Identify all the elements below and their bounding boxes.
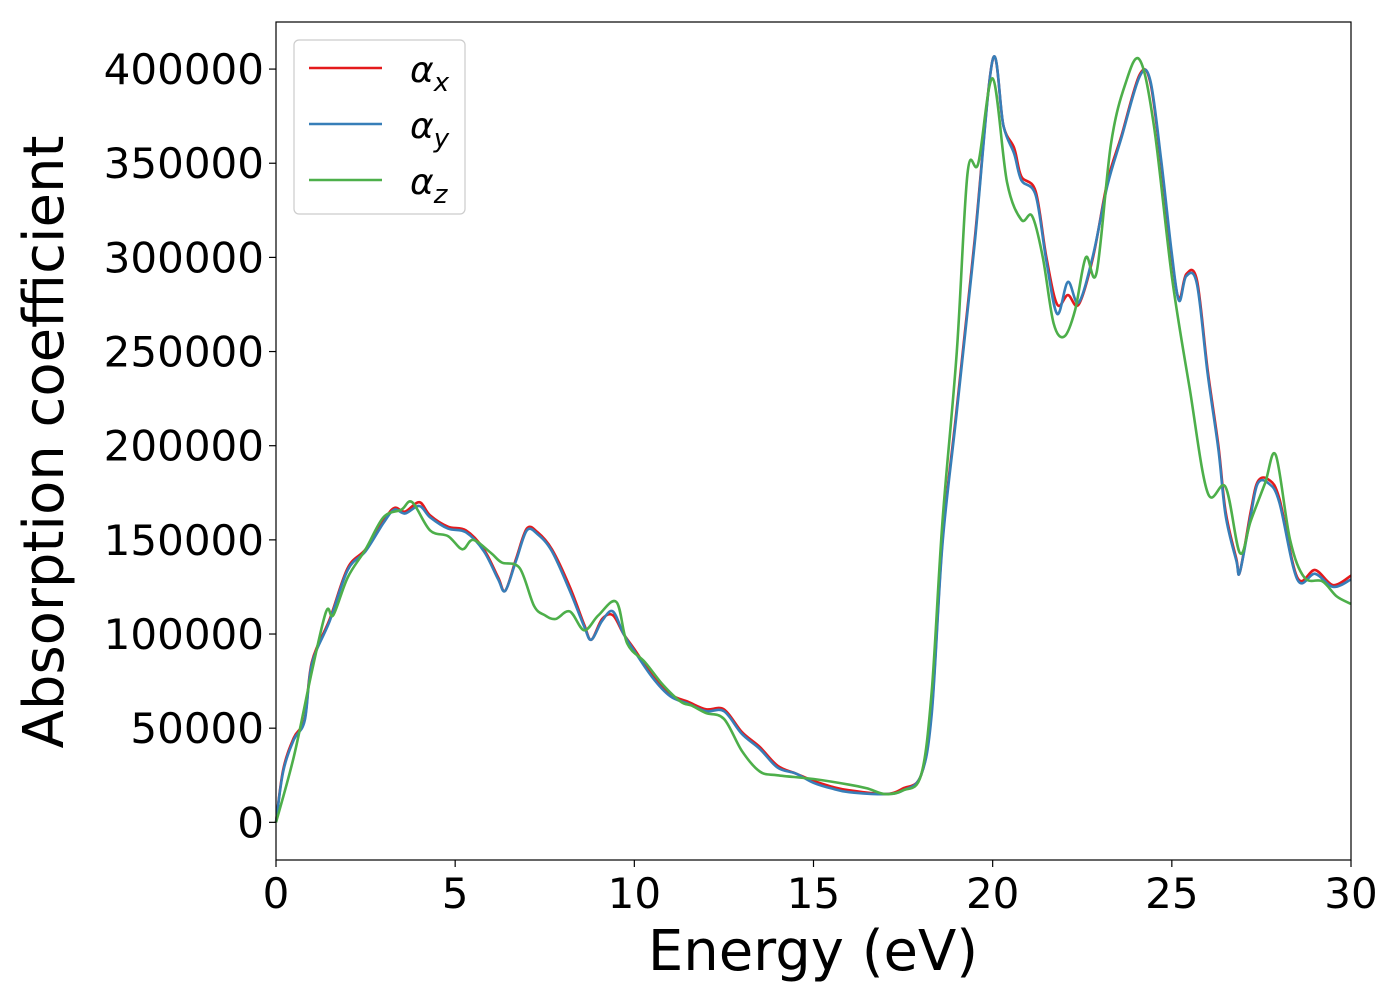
legend-label: αx	[410, 50, 450, 98]
x-tick-label: 10	[608, 869, 661, 918]
series-layer	[274, 55, 1352, 823]
x-axis-ticks: 0 5 10 15 20 25 30	[263, 860, 1378, 918]
legend-item-z: αz	[309, 162, 449, 210]
y-tick-label: 300000	[104, 233, 264, 282]
y-tick-label: 150000	[104, 516, 264, 565]
x-tick-label: 20	[966, 869, 1019, 918]
x-tick-label: 0	[263, 869, 290, 918]
y-tick-label: 200000	[104, 422, 264, 471]
y-tick-label: 350000	[104, 139, 264, 188]
x-tick-label: 15	[787, 869, 840, 918]
y-tick-label: 100000	[104, 610, 264, 659]
x-tick-label: 5	[442, 869, 469, 918]
x-tick-label: 25	[1145, 869, 1198, 918]
legend-label: αz	[410, 162, 449, 210]
y-axis-label: Absorption coefficient	[12, 136, 77, 749]
y-tick-label: 400000	[104, 45, 264, 94]
legend-box	[293, 39, 466, 215]
legend-item-y: αy	[309, 106, 450, 154]
y-tick-label: 250000	[104, 328, 264, 377]
series-line-z	[274, 56, 1352, 823]
y-tick-label: 50000	[130, 704, 264, 753]
x-axis-label: Energy (eV)	[648, 919, 978, 984]
y-axis-ticks: 0 50000 100000 150000 200000 250000 300000 3500…	[104, 45, 276, 847]
x-tick-label: 30	[1324, 869, 1377, 918]
legend: αx αy αz	[293, 39, 466, 215]
legend-item-x: αx	[309, 50, 450, 98]
y-tick-label: 0	[237, 798, 264, 847]
legend-label: αy	[410, 106, 450, 154]
